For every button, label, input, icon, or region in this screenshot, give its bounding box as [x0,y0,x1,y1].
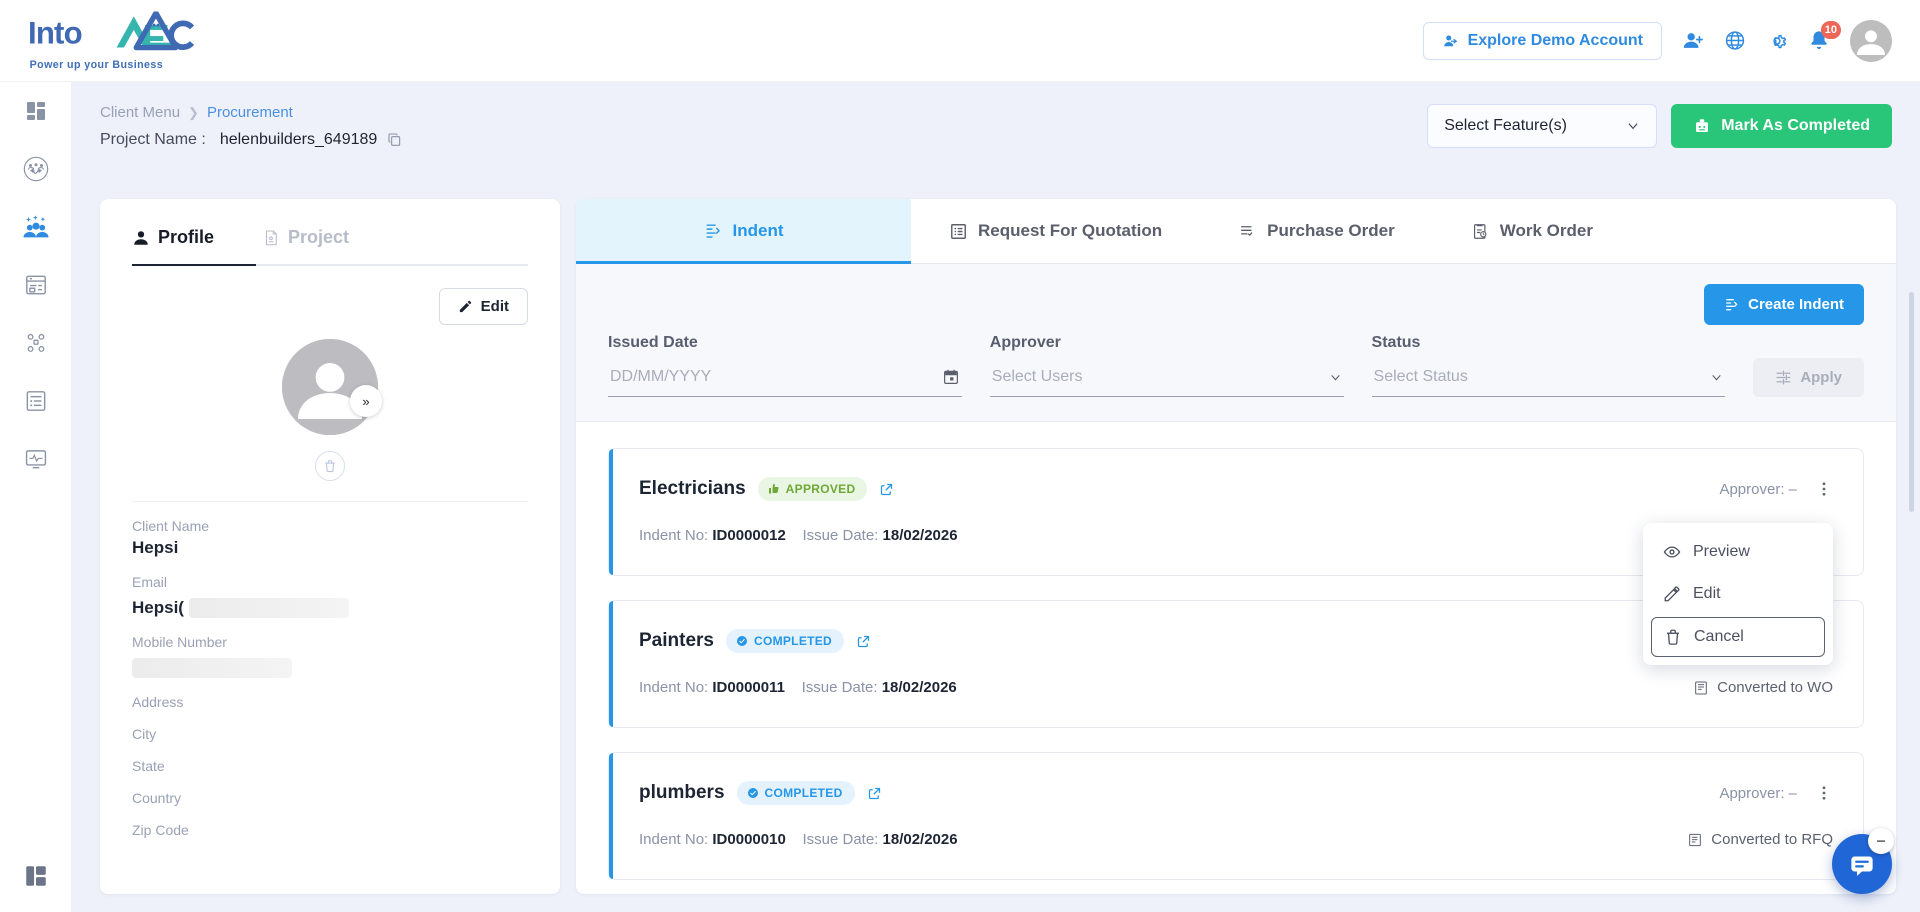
svg-text:Into: Into [28,15,82,50]
